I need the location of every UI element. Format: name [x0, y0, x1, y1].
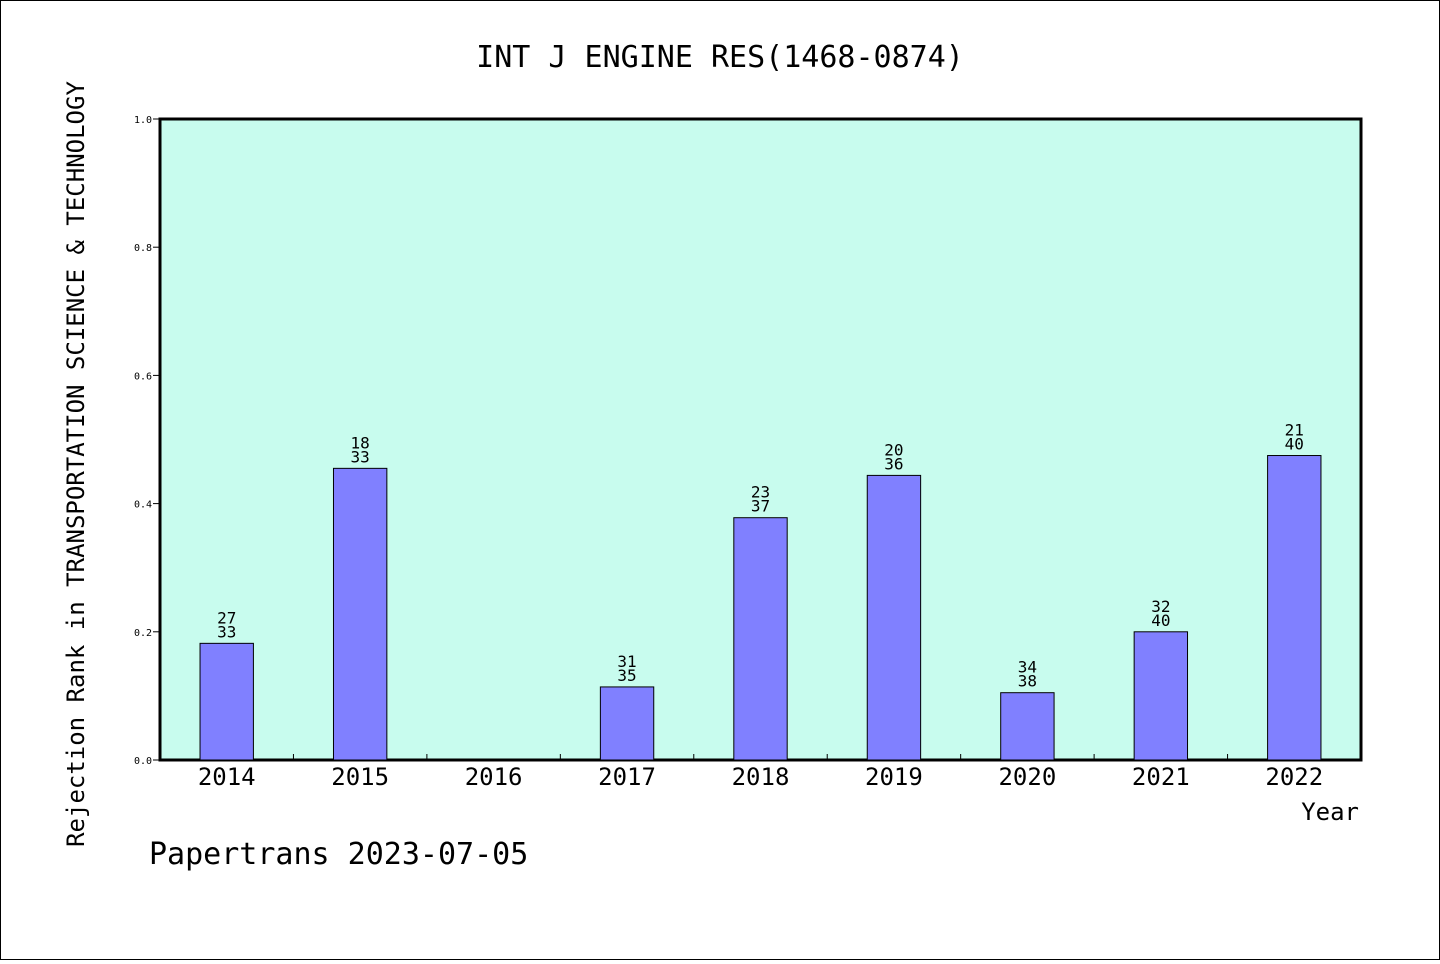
y-axis-label: Rejection Rank in TRANSPORTATION SCIENCE… — [62, 81, 90, 847]
bar-2015 — [332, 467, 388, 761]
bar-label-top: 32 — [1151, 597, 1170, 616]
x-tick-label: 2014 — [198, 763, 256, 791]
bar-label-bottom: 40 — [1151, 611, 1170, 630]
bars — [199, 455, 1322, 761]
x-tick-label: 2021 — [1132, 763, 1190, 791]
y-tick-label: 0.8 — [134, 243, 152, 254]
y-tick-label: 0.6 — [134, 371, 152, 382]
bar-2019 — [866, 474, 922, 761]
x-tick-label: 2022 — [1265, 763, 1323, 791]
x-tick-label: 2017 — [598, 763, 656, 791]
bar-2021 — [1133, 631, 1189, 761]
bar-2020 — [1000, 692, 1055, 761]
bar-label-bottom: 33 — [351, 447, 370, 466]
bar-label-bottom: 38 — [1018, 672, 1037, 691]
bar-label-bottom: 35 — [617, 666, 636, 685]
x-tick-label: 2015 — [331, 763, 389, 791]
x-axis-label: Year — [1301, 798, 1359, 826]
x-tick-label: 2019 — [865, 763, 923, 791]
chart-title: INT J ENGINE RES(1468-0874) — [476, 40, 964, 75]
bar-label-top: 20 — [884, 440, 903, 459]
y-tick-label: 0.0 — [134, 756, 152, 767]
bar-label-top: 23 — [751, 483, 770, 502]
bar-2022 — [1267, 455, 1322, 761]
bar-label-bottom: 33 — [217, 622, 236, 641]
x-tick-label: 2018 — [732, 763, 790, 791]
y-tick-label: 1.0 — [134, 115, 152, 126]
footer-text: Papertrans 2023-07-05 — [149, 837, 528, 872]
bar-label-top: 34 — [1018, 658, 1037, 677]
bar-label-top: 27 — [217, 608, 236, 627]
bar-label-bottom: 36 — [884, 454, 903, 473]
bar-label-bottom: 40 — [1285, 435, 1304, 454]
bar-label-top: 21 — [1285, 421, 1304, 440]
bar-2018 — [733, 517, 788, 761]
bar-2017 — [599, 686, 655, 761]
x-tick-label: 2020 — [998, 763, 1056, 791]
bar-label-top: 18 — [351, 433, 370, 452]
bar-label-bottom: 37 — [751, 497, 770, 516]
bar-label-top: 31 — [617, 652, 636, 671]
y-tick-label: 0.4 — [134, 500, 152, 511]
y-tick-label: 0.2 — [134, 628, 152, 639]
x-tick-label: 2016 — [465, 763, 523, 791]
bar-2014 — [199, 642, 254, 761]
